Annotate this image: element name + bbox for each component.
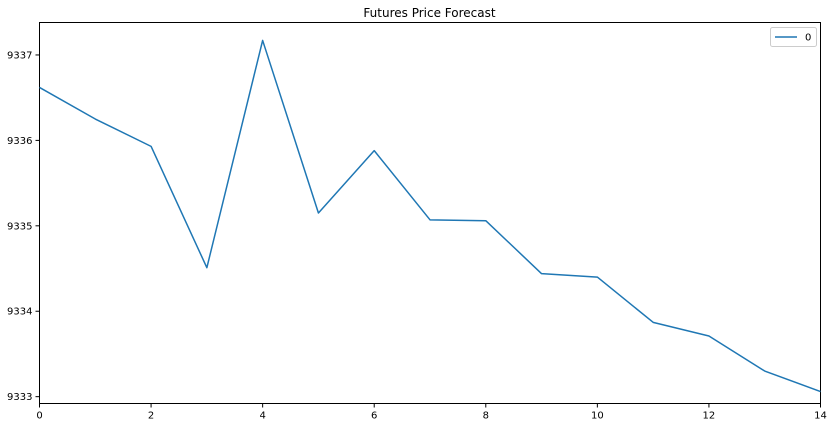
x-axis: 0 2 4 6 8 10 12 14 — [36, 403, 827, 422]
y-tick-label: 9333 — [7, 392, 32, 403]
x-tick-label: 2 — [148, 411, 154, 422]
x-tick-label: 10 — [591, 411, 604, 422]
x-tick-label: 14 — [814, 411, 827, 422]
x-tick-label: 4 — [259, 411, 265, 422]
y-axis: 9333 9334 9335 9336 9337 — [7, 50, 40, 403]
y-tick-label: 9336 — [7, 136, 32, 147]
x-tick-label: 12 — [703, 411, 716, 422]
x-tick-label: 8 — [483, 411, 489, 422]
legend: 0 — [770, 27, 817, 47]
y-tick-label: 9335 — [7, 221, 32, 232]
y-tick-label: 9337 — [7, 50, 32, 61]
chart-title: Futures Price Forecast — [363, 6, 495, 20]
x-tick-label: 0 — [36, 411, 42, 422]
plot-area — [39, 22, 821, 404]
series-line-0 — [39, 39, 821, 393]
legend-label-0: 0 — [805, 33, 811, 44]
x-tick-label: 6 — [371, 411, 377, 422]
y-tick-label: 9334 — [7, 307, 32, 318]
